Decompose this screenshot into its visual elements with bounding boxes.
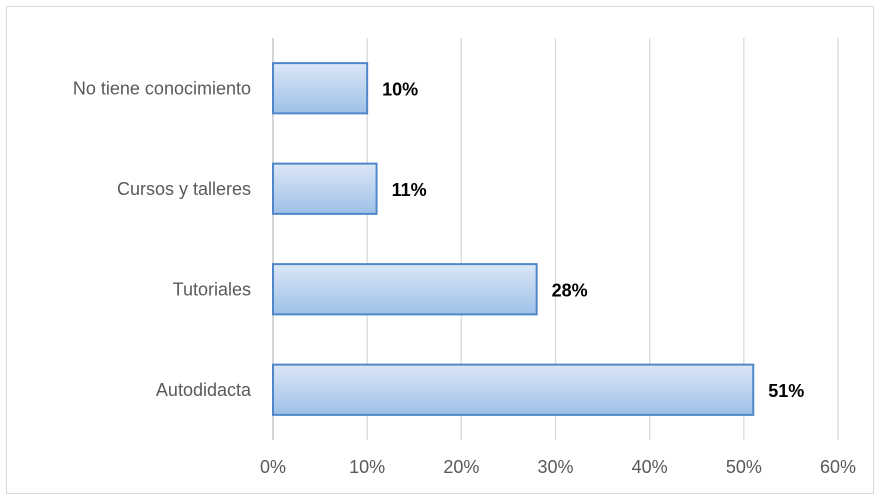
data-label: 10% [382,79,418,99]
category-label: Autodidacta [156,380,252,400]
x-tick-label: 0% [260,457,286,477]
x-tick-label: 10% [349,457,385,477]
data-label: 28% [552,280,588,300]
x-tick-label: 40% [632,457,668,477]
category-label: No tiene conocimiento [73,78,251,98]
bar [272,162,378,215]
category-label: Cursos y talleres [117,179,251,199]
data-label: 51% [768,381,804,401]
bar [272,363,755,416]
bar [272,62,369,115]
x-tick-label: 60% [820,457,856,477]
data-label: 11% [392,180,427,200]
bars [272,62,755,416]
bar [272,263,538,316]
x-tick-label: 50% [726,457,762,477]
labels: 0% 10% 20% 30% 40% 50% 60% No tiene conocimient… [73,78,856,477]
x-tick-label: 20% [443,457,479,477]
category-label: Tutoriales [173,279,251,299]
x-tick-label: 30% [537,457,573,477]
